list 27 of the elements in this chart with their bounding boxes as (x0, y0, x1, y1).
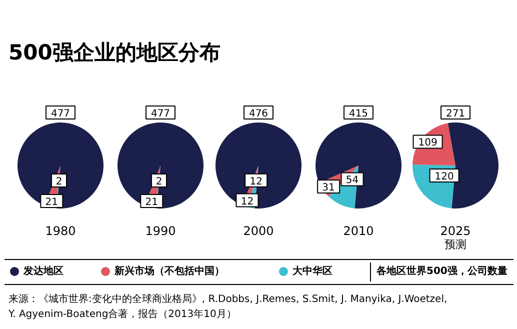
legend-label: 大中华区 (292, 265, 332, 277)
data-label: 109 (418, 138, 438, 149)
data-label: 271 (446, 108, 466, 120)
chart-title: 500强企业的地区分布 (8, 40, 220, 64)
data-label: 415 (348, 108, 368, 120)
text: 1980 (45, 224, 76, 238)
text: 2025 (440, 224, 471, 238)
data-label: 2 (156, 176, 162, 188)
data-label: 21 (145, 196, 158, 208)
data-label: 12 (250, 176, 262, 188)
text: 预测 (444, 238, 466, 251)
data-label: 477 (150, 108, 170, 120)
text: 2000 (243, 224, 274, 238)
legend-label: 发达地区 (22, 265, 64, 277)
data-label: 31 (322, 182, 335, 194)
text: 2010 (343, 224, 374, 238)
data-label: 54 (346, 175, 359, 186)
text: 各地区世界500强，公司数量 (376, 265, 508, 277)
source-note: 来源：《城市世界:变化中的全球商业格局》, R.Dobbs, J.Remes, S.Smit, J. Manyika, J.Woetzel, Y. Agyenim-Boateng合著，报告（2013年10月） (8, 293, 448, 320)
data-label: 12 (240, 196, 254, 208)
data-label: 120 (434, 172, 454, 183)
legend-label: 新兴市场（不包括中国） (114, 265, 224, 277)
data-label: 477 (50, 108, 70, 120)
data-label: 2 (56, 176, 62, 188)
data-label: 476 (248, 108, 268, 120)
data-label: 21 (45, 196, 58, 208)
text: 1990 (145, 224, 176, 238)
